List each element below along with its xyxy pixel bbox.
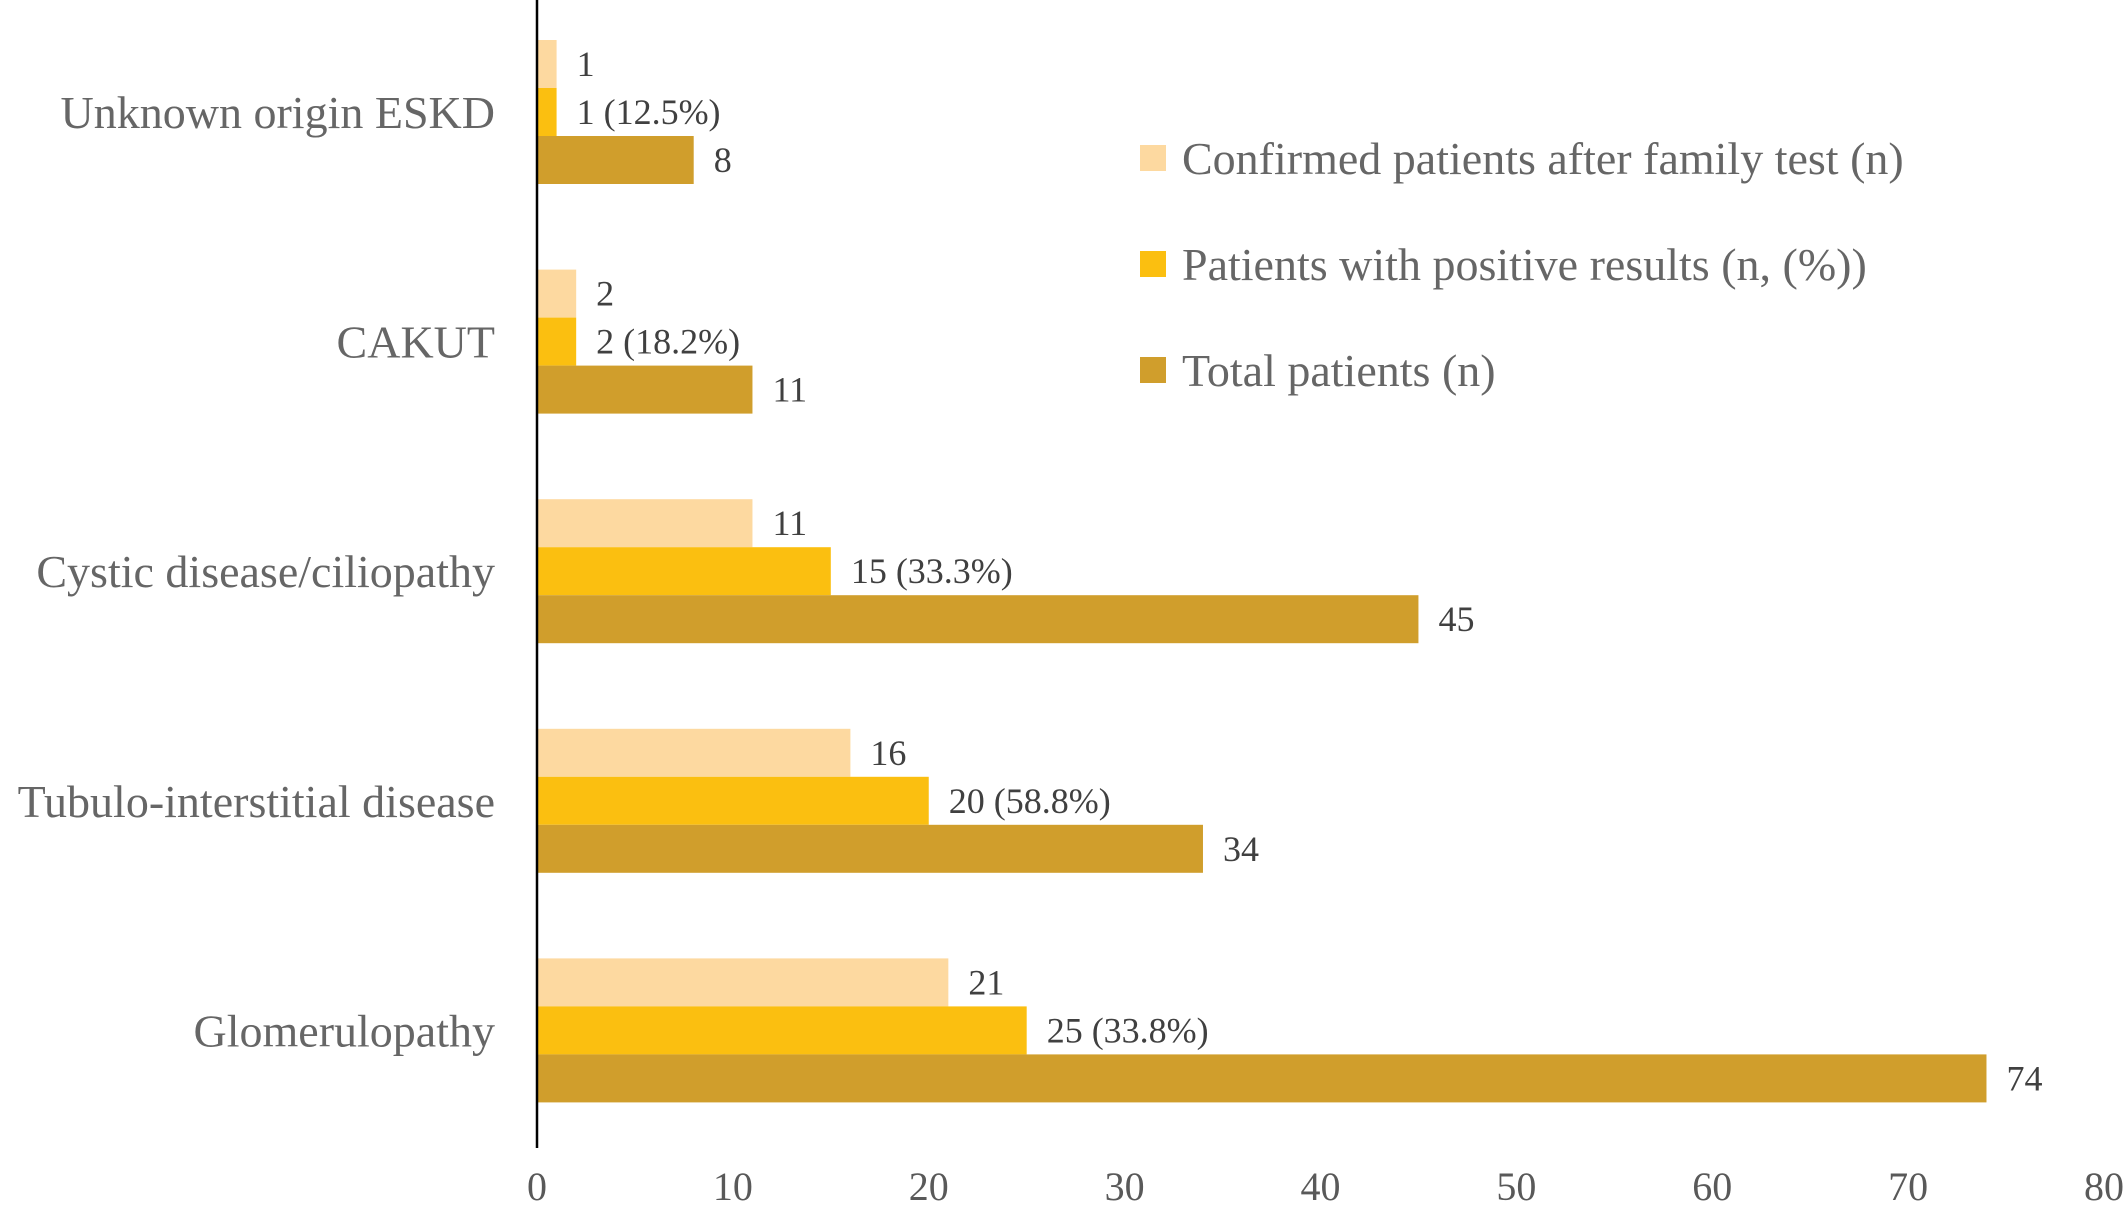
bar-3-1 (537, 136, 694, 184)
data-label-2-2: 2 (18.2%) (596, 322, 740, 362)
data-label-1-5: 21 (968, 962, 1004, 1002)
value-labels-group: 1 1 (12.5%) 8 2 2 (18.2%) 11 11 15 (33.3%) 45 16 2… (577, 44, 2043, 1098)
x-tick-label-4: 30 (1105, 1164, 1145, 1208)
bar-2-5 (537, 1006, 1027, 1055)
category-label-5: Glomerulopathy (194, 1005, 496, 1056)
legend-label-2: Patients with positive results (n, (%)) (1182, 239, 1867, 290)
data-label-3-2: 11 (772, 370, 807, 410)
data-label-3-4: 34 (1223, 829, 1259, 869)
category-label-4: Tubulo-interstitial disease (18, 776, 495, 827)
x-tick-label-6: 50 (1496, 1164, 1536, 1208)
data-label-2-3: 15 (33.3%) (851, 551, 1013, 591)
data-label-2-4: 20 (58.8%) (949, 781, 1111, 821)
bar-3-3 (537, 595, 1419, 644)
bar-2-3 (537, 547, 831, 596)
data-label-3-1: 8 (714, 140, 732, 180)
bar-2-2 (537, 317, 577, 366)
x-tick-label-9: 80 (2084, 1164, 2124, 1208)
category-labels-group: Unknown origin ESKD CAKUT Cystic disease/c… (18, 87, 495, 1056)
x-tick-labels-group: 0 10 20 30 40 50 60 70 80 (527, 1164, 2124, 1208)
x-tick-label-1: 0 (527, 1164, 547, 1208)
data-label-3-5: 74 (2006, 1058, 2042, 1098)
category-label-1: Unknown origin ESKD (61, 87, 495, 138)
legend-swatch-3 (1140, 357, 1166, 383)
data-label-2-5: 25 (33.8%) (1047, 1010, 1209, 1050)
data-label-1-1: 1 (577, 44, 595, 84)
bar-1-5 (537, 958, 949, 1007)
bar-3-5 (537, 1054, 1987, 1103)
category-label-3: Cystic disease/ciliopathy (36, 546, 495, 597)
data-label-1-4: 16 (870, 733, 906, 773)
legend-swatch-1 (1140, 145, 1166, 171)
x-tick-label-8: 70 (1888, 1164, 1928, 1208)
x-tick-label-5: 40 (1301, 1164, 1341, 1208)
x-tick-label-2: 10 (713, 1164, 753, 1208)
legend-label-1: Confirmed patients after family test (n) (1182, 133, 1904, 184)
data-label-3-3: 45 (1438, 599, 1474, 639)
legend-label-3: Total patients (n) (1182, 345, 1496, 396)
bar-2-1 (537, 88, 557, 136)
bar-2-4 (537, 776, 929, 825)
legend: Confirmed patients after family test (n)… (1140, 133, 1904, 396)
bar-1-4 (537, 728, 851, 777)
category-label-2: CAKUT (337, 317, 495, 368)
data-label-1-3: 11 (772, 503, 807, 543)
legend-swatch-2 (1140, 251, 1166, 277)
bar-1-2 (537, 269, 577, 318)
x-tick-label-7: 60 (1692, 1164, 1732, 1208)
bar-1-3 (537, 499, 753, 548)
x-tick-label-3: 20 (909, 1164, 949, 1208)
bar-3-2 (537, 365, 753, 414)
bar-1-1 (537, 40, 557, 88)
data-label-1-2: 2 (596, 274, 614, 314)
bars-group (537, 40, 1987, 1103)
data-label-2-1: 1 (12.5%) (577, 92, 721, 132)
bar-3-4 (537, 824, 1203, 873)
